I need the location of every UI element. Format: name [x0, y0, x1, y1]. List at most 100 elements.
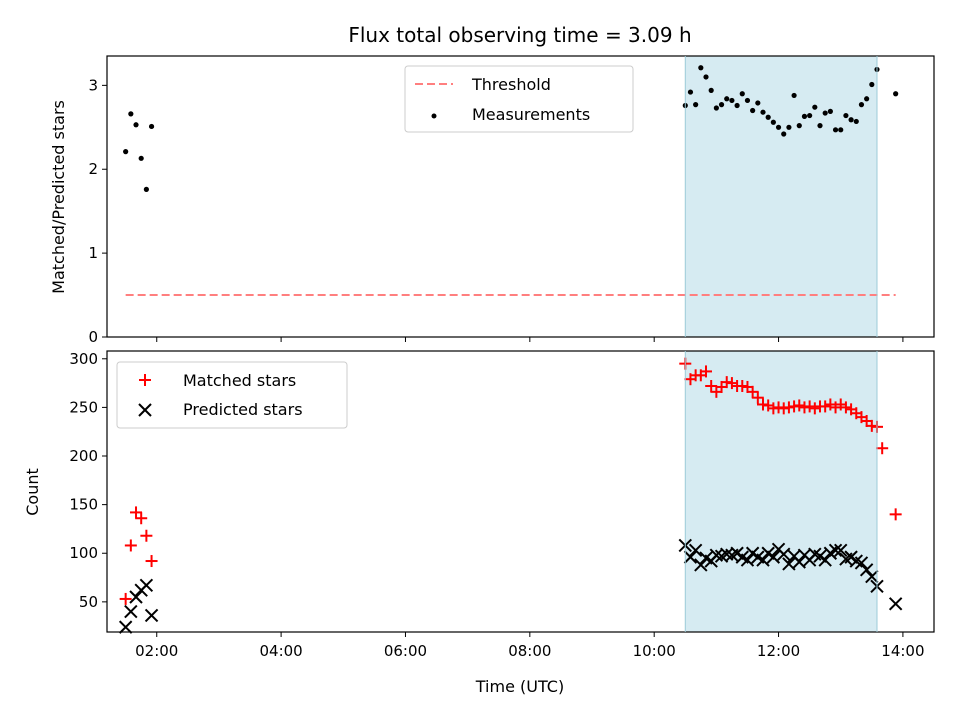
- y-tick-label: 300: [69, 350, 98, 368]
- measurement-point: [739, 91, 745, 97]
- measurement-point: [832, 127, 839, 133]
- x-tick-label: 14:00: [881, 642, 924, 660]
- measurement-point: [744, 97, 751, 104]
- measurement-point: [864, 96, 870, 102]
- measurement-point: [143, 186, 149, 192]
- y-tick-label: 200: [69, 447, 98, 465]
- top-marks: [123, 65, 899, 297]
- matched-point: [829, 401, 842, 414]
- top-legend-box: [404, 65, 634, 133]
- legend-predicted-swatch: [138, 403, 152, 417]
- predicted-point: [129, 590, 143, 604]
- bottom-y-axis-label: Count: [23, 468, 42, 516]
- predicted-point: [139, 578, 154, 593]
- matched-point: [808, 402, 821, 415]
- matched-point: [819, 400, 832, 413]
- predicted-point: [859, 563, 874, 577]
- y-tick-label: 3: [88, 76, 98, 94]
- chart-title: Flux total observing time = 3.09 h: [348, 23, 691, 47]
- bottom-axes-frame: [106, 350, 935, 633]
- predicted-point: [144, 608, 159, 623]
- x-tick-label: 10:00: [633, 642, 676, 660]
- measurement-point: [713, 105, 719, 111]
- bottom-y-ticks: 50 100 150 200 250 300: [69, 350, 107, 611]
- measurement-point: [817, 123, 823, 129]
- measurement-point: [703, 74, 709, 80]
- measurement-point: [843, 112, 849, 119]
- measurement-point: [750, 107, 756, 114]
- bottom-legend: Matched stars Predicted stars: [116, 361, 348, 429]
- measurement-point: [724, 96, 730, 102]
- measurement-point: [853, 118, 859, 125]
- x-tick-label: 06:00: [384, 642, 427, 660]
- bottom-legend-box: [116, 361, 348, 429]
- top-y-ticks: 0 1 2 3: [88, 76, 107, 346]
- y-tick-label: 0: [88, 328, 98, 346]
- measurement-point: [693, 102, 699, 108]
- matched-point: [824, 398, 837, 411]
- matched-point: [700, 365, 713, 378]
- y-tick-label: 1: [88, 244, 98, 262]
- measurement-point: [687, 89, 694, 95]
- measurement-point: [893, 91, 899, 97]
- legend-matched-swatch: [139, 374, 151, 386]
- y-tick-label: 100: [69, 544, 98, 562]
- matched-point: [130, 506, 143, 519]
- matched-point: [140, 529, 153, 542]
- x-tick-label: 02:00: [135, 642, 178, 660]
- predicted-point: [694, 558, 708, 572]
- predicted-point: [740, 553, 755, 567]
- predicted-point: [777, 547, 791, 561]
- matched-point: [746, 385, 759, 398]
- bottom-marks: [118, 357, 903, 634]
- predicted-point: [854, 556, 869, 570]
- measurement-point: [858, 102, 865, 108]
- top-y-axis-label: Matched/Predicted stars: [49, 100, 68, 294]
- predicted-point: [124, 604, 138, 619]
- measurement-point: [781, 131, 787, 137]
- y-tick-label: 2: [88, 160, 98, 178]
- measurement-point: [708, 87, 714, 93]
- matched-point: [145, 555, 158, 568]
- measurement-point: [698, 65, 704, 71]
- legend-threshold-label: Threshold: [471, 75, 551, 94]
- bottom-x-ticks: 02:00 04:00 06:00 08:00 10:00 12:00 14:00: [135, 632, 925, 660]
- predicted-point: [118, 620, 133, 634]
- matched-point: [124, 539, 137, 552]
- measurement-point: [869, 81, 875, 88]
- predicted-point: [888, 597, 903, 611]
- measurement-point: [718, 102, 725, 108]
- legend-measurements-swatch: [431, 113, 437, 119]
- measurement-point: [848, 117, 854, 123]
- measurement-point: [796, 123, 802, 129]
- measurement-point: [128, 111, 134, 117]
- measurement-point: [770, 119, 776, 125]
- x-tick-label: 04:00: [259, 642, 302, 660]
- predicted-point: [766, 550, 781, 564]
- matched-point: [762, 399, 775, 412]
- matched-point: [725, 377, 738, 390]
- measurement-point: [827, 108, 833, 114]
- measurement-point: [765, 114, 771, 120]
- measurement-point: [133, 122, 139, 128]
- matched-point: [876, 442, 889, 455]
- measurement-point: [123, 149, 129, 155]
- predicted-point: [688, 543, 703, 558]
- measurement-point: [760, 109, 766, 115]
- matched-point: [793, 399, 806, 412]
- measurement-point: [791, 92, 797, 99]
- predicted-point: [818, 553, 832, 567]
- top-highlight-span: [685, 56, 878, 337]
- bottom-panel: 50 100 150 200 250 300 02:00 04:00 06:00 08:00 10…: [23, 350, 935, 696]
- x-tick-label: 12:00: [757, 642, 800, 660]
- measurement-point: [148, 123, 155, 130]
- matched-point: [889, 508, 902, 521]
- x-axis-label: Time (UTC): [475, 677, 564, 696]
- measurement-point: [755, 100, 761, 106]
- bottom-highlight-span: [685, 351, 878, 632]
- y-tick-label: 150: [69, 496, 98, 514]
- measurement-point: [775, 124, 782, 130]
- matched-point: [834, 398, 847, 411]
- top-legend: Threshold Measurements: [404, 65, 634, 133]
